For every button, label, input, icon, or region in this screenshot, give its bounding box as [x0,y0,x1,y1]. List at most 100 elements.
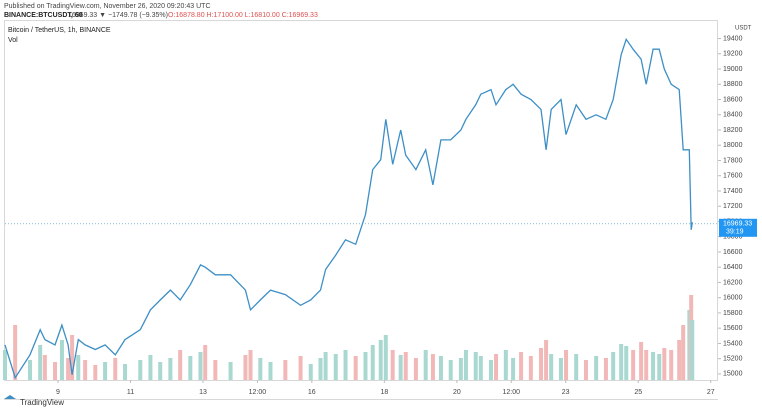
volume-bar [28,360,33,380]
volume-bar [228,362,233,380]
volume-bar [558,358,563,380]
volume-bar [103,362,108,380]
y-tick-label: 16400 [723,264,743,271]
volume-bar [681,325,686,380]
ohlc: O:16878.80 H:17100.00 L:16810.00 C:16969… [168,12,318,19]
volume-bar [76,355,81,380]
volume-bar [113,358,118,380]
y-tick-label: 19200 [723,51,743,58]
x-tick-label: 13 [199,389,207,396]
volume-bar [639,342,644,380]
volume-bar [631,350,636,380]
y-tick-label: 15600 [723,325,743,332]
volume-bar [70,335,75,380]
x-tick-label: 16 [308,389,316,396]
footer: TradingView [20,398,64,407]
x-tick-label: 9 [56,389,60,396]
volume-bar [343,350,348,380]
y-tick-label: 17400 [723,188,743,195]
volume-bar [644,350,649,380]
x-tick-label: 25 [634,389,642,396]
volume-bar [53,362,58,380]
volume-bar [370,345,375,380]
plot-frame [4,20,718,381]
last-price-box [719,218,757,237]
volume-bar [398,355,403,380]
volume-bar [564,350,569,380]
volume-bar [458,358,463,380]
volume-bar [403,352,408,380]
volume-bar [298,356,303,380]
volume-bar [463,350,468,380]
countdown: 39:19 [726,229,744,236]
legend: Bitcoin / TetherUS, 1h, BINANCE [8,27,111,34]
y-tick-label: 16200 [723,279,743,286]
volume-bar [203,345,208,380]
volume-bar [448,360,453,380]
x-tick-label: 20 [453,389,461,396]
volume-bar [198,352,203,380]
volume-bar [66,358,71,380]
last-price-label: 16969.33 [723,221,752,228]
y-tick-label: 16000 [723,295,743,302]
x-tick-label: 12:00 [503,389,521,396]
y-tick-label: 15200 [723,356,743,363]
volume-label: Vol [8,37,18,44]
volume-bar [619,344,624,380]
volume-bar [488,360,493,380]
volume-bar [478,356,483,380]
volume-bar [268,362,273,380]
x-tick-label: 23 [562,389,570,396]
volume-bar [519,352,524,380]
x-tick-label: 12:00 [249,389,267,396]
volume-bar [93,365,98,380]
volume-bar [318,358,323,380]
y-tick-label: 15400 [723,340,743,347]
volume-bar [13,325,18,380]
y-tick-label: 16600 [723,249,743,256]
volume-bar [213,360,218,380]
logo [4,395,16,399]
volume-bar [611,352,616,380]
volume-bar [669,350,674,380]
volume-bar [353,356,358,380]
volume-bar [603,358,608,380]
volume-bar [657,354,662,380]
y-tick-label: 18800 [723,81,743,88]
volume-bar [38,345,43,380]
volume-bar [539,348,544,380]
currency: USDT [735,26,752,32]
volume-bar [258,358,263,380]
y-tick-label: 18600 [723,96,743,103]
volume-bar [413,358,418,380]
symbol: BINANCE:BTCUSDT, 60 [4,12,83,19]
volume-bar [494,354,499,380]
volume-bar [308,364,313,380]
volume-bar [690,320,695,380]
volume-bar [383,335,388,380]
volume-bar [59,340,64,380]
volume-bar [333,354,338,380]
quote: 16969.33 ▼ −1749.78 (−9.35%) [68,12,168,19]
volume-bar [624,346,629,380]
y-tick-label: 18000 [723,142,743,149]
volume-bar [583,360,588,380]
volume-bar [283,360,288,380]
volume-bar [378,340,383,380]
y-tick-label: 19000 [723,66,743,73]
volume-bar [662,348,667,380]
volume-bar [323,352,328,380]
y-tick-label: 17600 [723,173,743,180]
volume-bar [594,356,599,380]
y-tick-label: 18400 [723,112,743,119]
volume-bar [511,358,516,380]
y-tick-label: 16800 [723,234,743,241]
volume-bar [83,360,88,380]
volume-bar [430,354,435,380]
published: Published on TradingView.com, November 2… [4,3,211,10]
volume-bar [123,364,128,380]
volume-bar [248,350,253,380]
x-tick-label: 11 [127,389,134,396]
y-tick-label: 17200 [723,203,743,210]
